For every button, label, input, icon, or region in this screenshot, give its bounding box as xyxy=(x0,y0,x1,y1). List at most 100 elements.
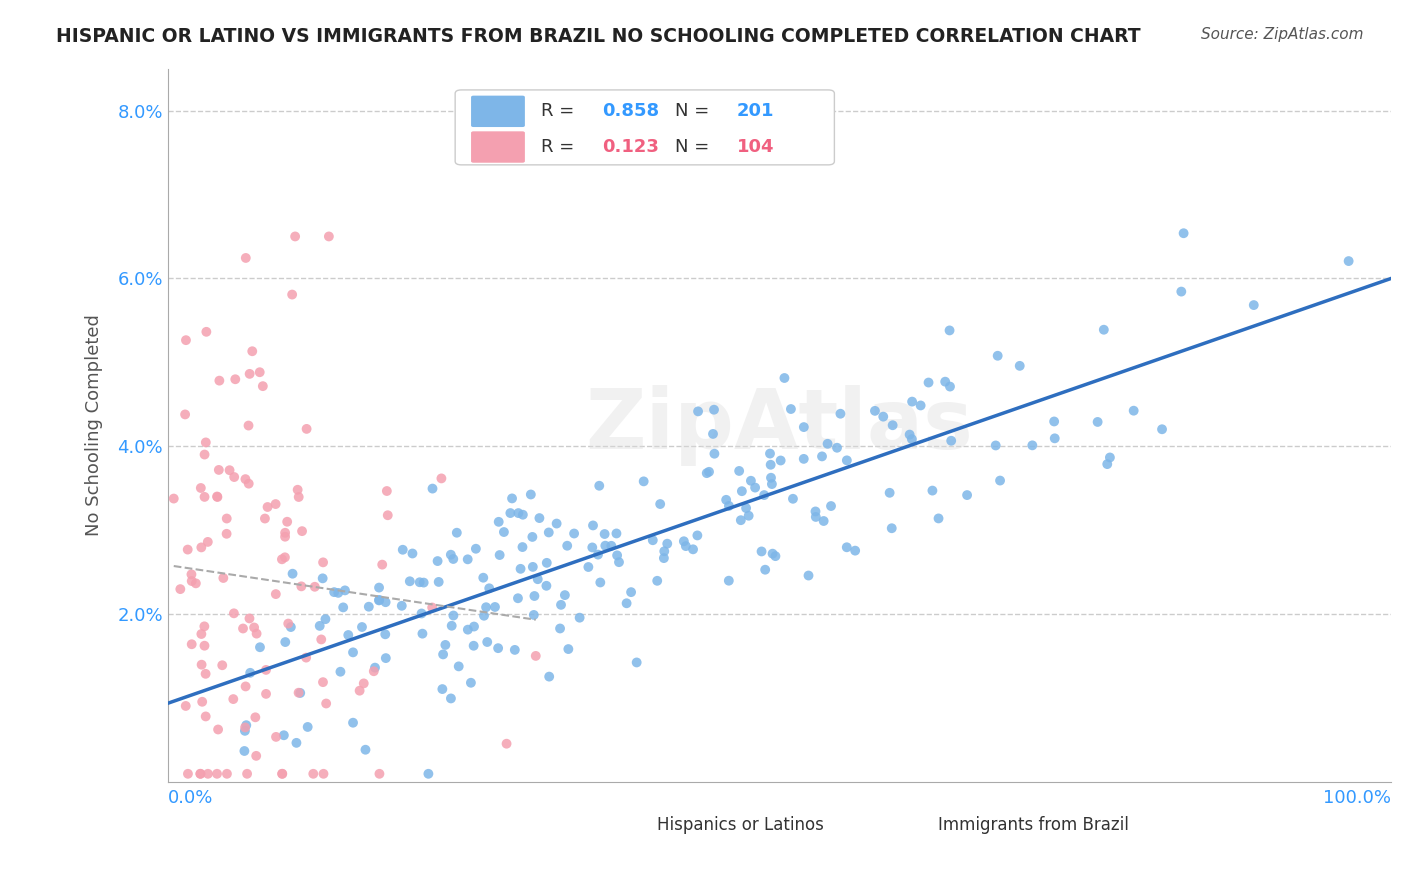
Point xyxy=(522,560,544,574)
Point xyxy=(702,426,724,441)
Point xyxy=(901,394,924,409)
Point xyxy=(817,437,839,451)
Point xyxy=(441,552,464,566)
Point xyxy=(759,458,782,472)
Point xyxy=(350,620,373,634)
Point xyxy=(488,548,510,562)
Text: Hispanics or Latinos: Hispanics or Latinos xyxy=(657,816,824,834)
Point xyxy=(243,620,266,634)
Text: 0.0%: 0.0% xyxy=(167,789,214,806)
Point xyxy=(501,491,523,506)
Point xyxy=(430,471,453,485)
Point xyxy=(686,528,709,542)
Point xyxy=(641,533,664,548)
Point xyxy=(329,665,352,679)
Point xyxy=(1043,431,1066,445)
Point xyxy=(391,542,413,557)
Point xyxy=(271,766,294,780)
Point xyxy=(582,518,605,533)
Point xyxy=(576,560,599,574)
Point xyxy=(538,670,561,684)
Point xyxy=(169,582,191,596)
Point xyxy=(759,446,782,460)
Point xyxy=(328,586,350,600)
Point xyxy=(332,600,354,615)
Point xyxy=(988,474,1011,488)
Point xyxy=(287,686,309,700)
Point xyxy=(245,748,267,763)
Text: ZipAtlas: ZipAtlas xyxy=(585,384,973,466)
Point xyxy=(215,511,238,525)
Point xyxy=(797,568,820,582)
Point xyxy=(287,483,309,497)
Point xyxy=(233,723,256,738)
Point xyxy=(880,521,903,535)
Point xyxy=(472,571,495,585)
Point xyxy=(174,698,197,713)
Point xyxy=(264,730,287,744)
Point xyxy=(588,479,610,493)
Point xyxy=(180,574,202,588)
Point xyxy=(208,463,231,477)
Point xyxy=(730,513,752,527)
Point xyxy=(180,637,202,651)
Point xyxy=(696,466,718,480)
Point xyxy=(811,450,834,464)
Point xyxy=(872,409,894,424)
Point xyxy=(568,610,591,624)
Point xyxy=(499,506,522,520)
Point xyxy=(233,721,256,735)
Point xyxy=(526,572,548,586)
Point xyxy=(675,539,697,553)
Point xyxy=(447,659,470,673)
Point xyxy=(290,579,312,593)
Point xyxy=(354,743,377,757)
Point xyxy=(477,635,499,649)
Point xyxy=(536,556,558,570)
Point xyxy=(917,376,939,390)
Point xyxy=(825,441,848,455)
Point xyxy=(941,434,963,448)
Point xyxy=(1150,422,1173,436)
Text: 100.0%: 100.0% xyxy=(1323,789,1391,806)
Point xyxy=(1173,226,1195,240)
Point xyxy=(793,451,815,466)
Point xyxy=(898,427,921,442)
Point xyxy=(759,471,782,485)
Point xyxy=(717,574,740,588)
Point xyxy=(586,548,609,562)
Point xyxy=(193,490,215,504)
Point xyxy=(190,627,212,641)
Point xyxy=(211,658,233,673)
Point xyxy=(391,599,413,613)
Point xyxy=(295,422,318,436)
Point xyxy=(446,525,468,540)
Point xyxy=(928,511,950,525)
Point xyxy=(205,766,228,780)
Point xyxy=(934,375,956,389)
Point xyxy=(420,600,443,615)
Point xyxy=(523,607,546,622)
Point xyxy=(193,448,215,462)
Point xyxy=(657,537,679,551)
Point xyxy=(537,525,560,540)
Point xyxy=(368,581,391,595)
Point xyxy=(254,687,277,701)
Point xyxy=(363,664,385,678)
Point xyxy=(323,585,346,599)
Point xyxy=(277,616,299,631)
Point xyxy=(1122,403,1144,417)
Point xyxy=(280,620,302,634)
Point xyxy=(1098,450,1121,465)
Point xyxy=(312,555,335,569)
Point xyxy=(523,589,546,603)
Text: HISPANIC OR LATINO VS IMMIGRANTS FROM BRAZIL NO SCHOOLING COMPLETED CORRELATION : HISPANIC OR LATINO VS IMMIGRANTS FROM BR… xyxy=(56,27,1140,45)
Text: 0.858: 0.858 xyxy=(602,103,659,120)
Point xyxy=(233,744,256,758)
Point xyxy=(412,575,434,590)
Point xyxy=(460,675,482,690)
Point xyxy=(879,485,901,500)
Text: 201: 201 xyxy=(737,103,775,120)
Point xyxy=(240,344,263,359)
Point xyxy=(174,333,197,347)
